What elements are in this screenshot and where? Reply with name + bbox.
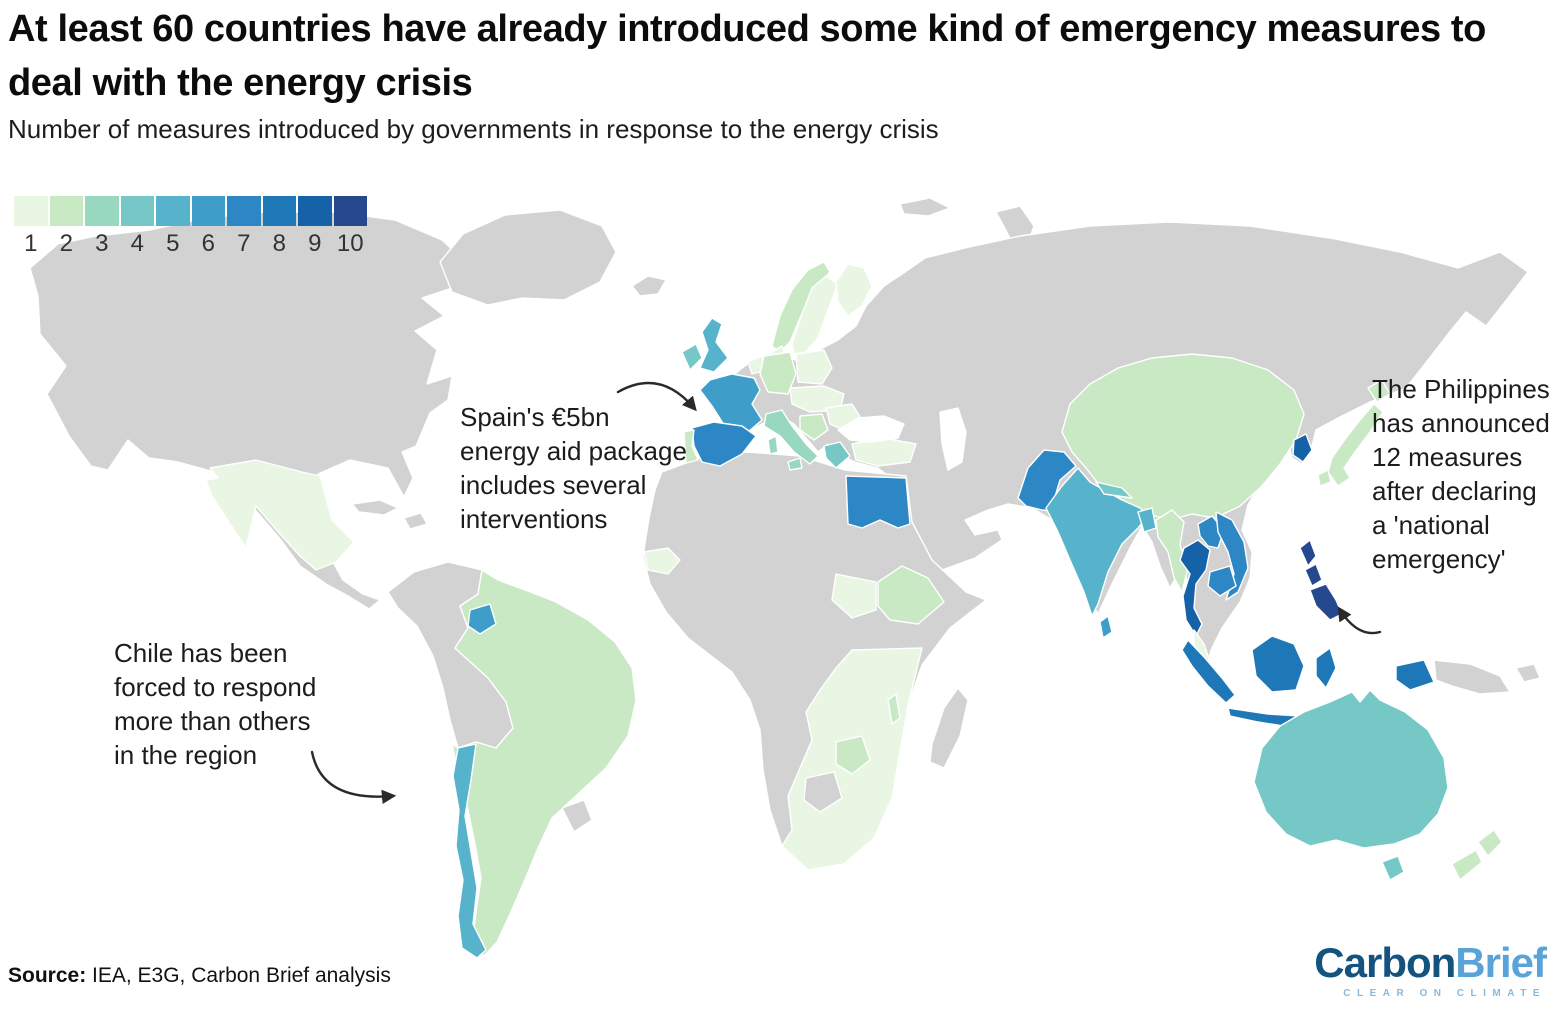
country-bangladesh — [1137, 507, 1157, 533]
legend-label-4: 4 — [130, 230, 144, 257]
arrow-to-chile — [310, 750, 397, 805]
legend-label-1: 1 — [24, 230, 38, 257]
country-indonesia — [1181, 635, 1435, 729]
country-chile — [452, 743, 487, 959]
logo-wordmark: CarbonBrief — [1314, 939, 1547, 986]
legend-swatch-2 — [49, 196, 83, 226]
country-turkey — [851, 437, 917, 467]
legend-label-10: 10 — [336, 230, 364, 257]
colored-countries — [205, 261, 1503, 959]
country-finland — [835, 263, 873, 317]
country-senegal — [643, 547, 681, 575]
country-south-sudan — [831, 573, 877, 619]
legend-swatch-10 — [333, 196, 367, 226]
country-tasmania — [1381, 855, 1405, 881]
country-vietnam — [1215, 511, 1249, 601]
landmass-madagascar — [929, 687, 969, 769]
country-france — [699, 373, 763, 433]
country-zimbabwe — [835, 735, 871, 775]
landmass-north-america — [29, 211, 467, 610]
country-germany — [759, 351, 797, 395]
country-poland — [795, 349, 833, 385]
source-text: IEA, E3G, Carbon Brief analysis — [86, 964, 391, 987]
legend-label-6: 6 — [201, 230, 215, 257]
chart-subtitle: Number of measures introduced by governm… — [8, 114, 939, 144]
legend-swatch-7 — [227, 196, 261, 226]
arrow-to-philippines — [1337, 606, 1382, 635]
legend-swatches — [14, 196, 367, 226]
country-south-korea — [1292, 433, 1313, 463]
country-japan — [1317, 379, 1391, 487]
legend-label-5: 5 — [166, 230, 180, 257]
annotation-spain: Spain's €5bn energy aid package includes… — [460, 402, 687, 534]
legend-label-3: 3 — [95, 230, 109, 257]
annotation-chile: Chile has been forced to respond more th… — [114, 638, 317, 770]
logo-tagline: CLEAR ON CLIMATE — [1343, 988, 1546, 999]
country-sicily — [787, 457, 803, 471]
legend-labels: 1 2 3 4 5 6 7 8 9 10 — [14, 230, 367, 258]
country-philippines — [1299, 539, 1343, 621]
legend-label-8: 8 — [272, 230, 286, 257]
legend-label-2: 2 — [59, 230, 73, 257]
landmass-papua-new-guinea — [1433, 659, 1541, 695]
country-sri-lanka — [1099, 615, 1113, 639]
country-ethiopia — [877, 565, 945, 625]
annotation-philippines: The Philippines has announced 12 measure… — [1372, 374, 1550, 574]
country-pakistan — [1017, 449, 1077, 513]
legend-label-9: 9 — [308, 230, 322, 257]
country-french-guiana — [467, 603, 497, 635]
country-balkans — [799, 413, 829, 441]
country-australia — [1253, 689, 1449, 849]
country-new-zealand — [1451, 829, 1503, 881]
country-ireland — [681, 343, 703, 371]
inland-seas — [837, 407, 967, 471]
logo-carbon: Carbon — [1314, 939, 1456, 986]
legend-swatch-9 — [298, 196, 332, 226]
country-greece — [823, 441, 851, 469]
source-line: Source: IEA, E3G, Carbon Brief analysis — [8, 964, 391, 988]
legend-swatch-8 — [262, 196, 296, 226]
chart-title: At least 60 countries have already intro… — [8, 8, 1486, 104]
country-botswana-gray — [803, 771, 843, 813]
legend-swatch-3 — [85, 196, 119, 226]
source-label: Source: — [8, 964, 87, 987]
country-uk — [699, 317, 729, 373]
country-portugal — [683, 429, 699, 464]
legend-swatch-5 — [156, 196, 190, 226]
country-egypt — [845, 475, 911, 529]
legend-swatch-1 — [14, 196, 48, 226]
country-spain — [691, 421, 757, 467]
country-cambodia — [1207, 565, 1237, 597]
country-sardinia — [767, 435, 779, 455]
country-mexico — [205, 459, 355, 571]
carbonbrief-logo: CarbonBrief CLEAR ON CLIMATE — [1314, 939, 1547, 999]
country-thailand — [1179, 539, 1211, 637]
legend-swatch-4 — [120, 196, 154, 226]
country-myanmar — [1155, 509, 1189, 593]
color-scale-legend: 1 2 3 4 5 6 7 8 9 10 — [14, 196, 367, 258]
logo-brief: Brief — [1455, 939, 1547, 986]
country-malawi — [887, 693, 901, 725]
arrow-to-spain — [616, 381, 697, 412]
country-nepal — [1095, 481, 1133, 499]
legend-swatch-6 — [191, 196, 225, 226]
landmass-greenland — [439, 209, 617, 306]
country-india — [1045, 467, 1149, 617]
country-italy — [763, 409, 819, 465]
landmass-iceland — [631, 275, 667, 297]
legend-label-7: 7 — [237, 230, 251, 257]
annotation-arrows — [310, 381, 1382, 805]
